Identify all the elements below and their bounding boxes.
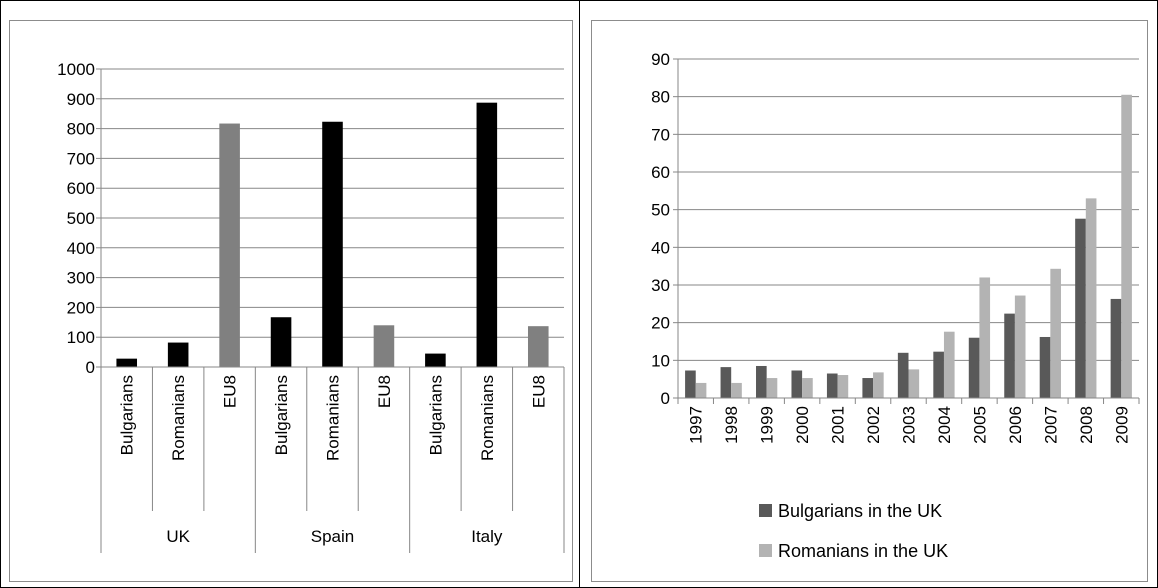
category-label: Bulgarians <box>272 375 291 455</box>
y-tick-label: 90 <box>651 50 670 69</box>
bar-romanians-2001 <box>837 375 849 398</box>
x-tick-label: 2008 <box>1077 406 1096 444</box>
bar-romanians-2004 <box>943 331 955 398</box>
bar-bulgarians-2003 <box>897 352 909 398</box>
y-tick-label: 0 <box>86 358 95 377</box>
bar-spain-eu8 <box>373 325 395 367</box>
category-label: Romanians <box>478 375 497 461</box>
y-tick-label: 20 <box>651 314 670 333</box>
bar-romanians-2002 <box>873 372 884 398</box>
x-tick-label: 2005 <box>970 406 989 444</box>
x-tick-label: 2002 <box>864 406 883 444</box>
y-tick-label: 400 <box>67 239 95 258</box>
x-tick-label: 2004 <box>935 406 954 444</box>
legend-swatch <box>759 544 772 557</box>
x-tick-label: 2000 <box>793 406 812 444</box>
y-tick-label: 10 <box>651 351 670 370</box>
bar-bulgarians-2009 <box>1110 298 1122 398</box>
bar-romanians-2005 <box>979 277 991 398</box>
y-tick-label: 600 <box>67 179 95 198</box>
y-tick-label: 500 <box>67 209 95 228</box>
year-chart-area: 0 10 20 30 40 50 60 70 80 90 1997 1998 1999 2000 2001 2… <box>591 20 1148 582</box>
y-tick-label: 60 <box>651 163 670 182</box>
y-tick-label: 700 <box>67 149 95 168</box>
x-tick-label: 1998 <box>722 406 741 444</box>
bar-bulgarians-2000 <box>791 370 803 398</box>
country-chart-area: 0 100 200 300 400 500 600 700 800 900 1000 Bulgaria… <box>9 20 573 582</box>
y-tick-label: 200 <box>67 298 95 317</box>
y-tick-label: 100 <box>67 328 95 347</box>
category-label: Romanians <box>324 375 343 461</box>
bar-bulgarians-2004 <box>933 351 944 398</box>
category-label: EU8 <box>375 375 394 408</box>
bar-bulgarians-2006 <box>1004 313 1015 398</box>
y-tick-label: 0 <box>661 389 670 408</box>
bar-spain-bulgarians <box>270 317 292 367</box>
legend-swatch <box>759 504 772 517</box>
y-tick-label: 800 <box>67 120 95 139</box>
y-tick-label: 1000 <box>57 60 95 79</box>
bar-uk-romanians <box>167 342 189 367</box>
category-label: EU8 <box>221 375 240 408</box>
bar-bulgarians-2001 <box>826 373 838 398</box>
bar-romanians-1999 <box>766 378 778 398</box>
y-tick-label: 900 <box>67 90 95 109</box>
category-label: Bulgarians <box>118 375 137 455</box>
bar-uk-eu8 <box>219 123 240 367</box>
y-tick-label: 80 <box>651 88 670 107</box>
category-label: Romanians <box>169 375 188 461</box>
bar-romanians-2007 <box>1050 268 1061 398</box>
bar-bulgarians-1999 <box>756 365 767 398</box>
year-bar-chart: 0 10 20 30 40 50 60 70 80 90 1997 1998 1999 2000 2001 2… <box>651 50 1140 561</box>
bar-spain-romanians <box>322 121 343 367</box>
group-label-spain: Spain <box>311 527 354 546</box>
bar-romanians-1997 <box>695 382 707 398</box>
bar-bulgarians-1998 <box>720 367 732 398</box>
x-tick-label: 2007 <box>1041 406 1060 444</box>
category-label: Bulgarians <box>426 375 445 455</box>
x-tick-label: 2003 <box>900 406 919 444</box>
bar-romanians-2003 <box>908 369 920 398</box>
y-tick-label: 50 <box>651 201 670 220</box>
bar-italy-romanians <box>476 102 498 367</box>
x-tick-label: 2006 <box>1006 406 1025 444</box>
country-bar-chart: 0 100 200 300 400 500 600 700 800 900 1000 Bulgaria… <box>57 60 565 553</box>
y-tick-label: 30 <box>651 276 670 295</box>
bar-bulgarians-2002 <box>862 378 874 398</box>
bar-romanians-2000 <box>802 378 813 398</box>
x-tick-label: 2001 <box>829 406 848 444</box>
y-tick-label: 300 <box>67 269 95 288</box>
x-tick-label: 2009 <box>1112 406 1131 444</box>
bar-romanians-2008 <box>1085 198 1097 398</box>
x-tick-label: 1997 <box>687 406 706 444</box>
legend-label: Bulgarians in the UK <box>778 501 942 521</box>
bar-romanians-2009 <box>1121 94 1132 399</box>
bar-italy-eu8 <box>527 326 549 367</box>
category-label: EU8 <box>529 375 548 408</box>
bar-bulgarians-1997 <box>685 370 696 398</box>
bar-bulgarians-2005 <box>968 337 980 398</box>
bar-uk-bulgarians <box>116 358 138 367</box>
group-label-uk: UK <box>166 527 190 546</box>
x-tick-label: 1999 <box>758 406 777 444</box>
y-tick-label: 70 <box>651 125 670 144</box>
y-tick-label: 40 <box>651 238 670 257</box>
bar-romanians-1998 <box>731 382 742 398</box>
bar-bulgarians-2007 <box>1039 336 1051 398</box>
bar-italy-bulgarians <box>425 353 446 367</box>
bar-bulgarians-2008 <box>1075 218 1086 398</box>
bar-romanians-2006 <box>1014 295 1026 398</box>
group-label-italy: Italy <box>471 527 503 546</box>
legend-label: Romanians in the UK <box>778 541 948 561</box>
